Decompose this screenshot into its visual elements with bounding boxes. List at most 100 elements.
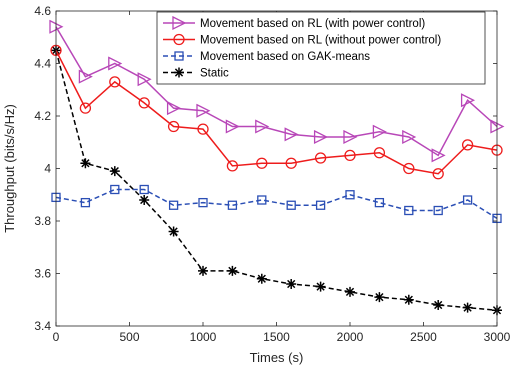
data-point [461,139,474,151]
legend-label: Static [200,68,229,80]
data-point [80,158,91,169]
asterisk-stroke [198,266,208,276]
x-tick-label: 1500 [263,330,290,344]
data-point [343,129,358,145]
data-point [168,226,179,237]
data-point [257,195,267,205]
data-point [139,195,150,205]
series-line [55,50,498,175]
data-point [284,127,299,142]
data-point [285,157,297,169]
asterisk-stroke [287,279,296,289]
legend-label: Movement based on RL (without power cont… [200,35,441,47]
x-tick-label: 3000 [484,330,511,344]
data-point [79,102,92,114]
asterisk-stroke [110,166,119,176]
legend-box [156,11,486,85]
data-point [286,200,296,210]
legend-item: Static [163,67,229,80]
asterisk-stroke [140,195,149,205]
data-point [198,197,208,208]
data-point [166,101,182,116]
data-point [372,124,387,139]
data-point [78,69,93,84]
data-point [227,200,238,210]
asterisk-stroke [228,266,237,276]
data-point [345,286,355,297]
data-point [345,190,355,200]
data-point [403,294,414,305]
data-point [402,129,417,145]
asterisk-stroke [81,159,90,168]
legend-marker [174,51,184,61]
series-line [55,50,498,311]
data-point [313,129,329,145]
asterisk-stroke [257,274,266,283]
legend-marker [174,67,184,78]
x-tick-label: 500 [119,330,139,344]
x-tick-label: 0 [53,330,60,344]
data-point [404,205,414,216]
y-tick-label: 4.6 [34,4,51,18]
x-tick-label: 2500 [410,330,437,344]
data-point [315,200,326,210]
asterisk-stroke [463,303,472,312]
data-point [373,147,386,159]
data-point [286,279,297,289]
series-line [55,188,498,220]
data-point [256,157,268,169]
x-tick-label: 2000 [337,330,364,344]
data-point [462,302,473,313]
legend: Movement based on RL (with power control… [156,11,486,85]
data-point [460,93,476,108]
data-point [433,300,444,310]
legend-marker [173,33,185,46]
asterisk-stroke [375,292,384,302]
data-point [374,292,385,303]
data-point [256,273,267,284]
x-axis-title: Times (s) [250,350,304,365]
y-tick-label: 4 [44,162,51,176]
data-point [139,184,149,195]
data-point [108,56,123,71]
y-axis-title: Throughput (bits/s/Hz) [2,104,17,233]
data-point [110,184,120,195]
data-point [168,200,179,210]
data-point [196,103,211,118]
legend-label: Movement based on RL (with power control… [200,18,425,30]
data-point [226,160,239,172]
data-point [432,168,444,180]
data-point [225,119,240,134]
data-point [109,166,120,177]
asterisk-stroke [345,287,355,297]
data-point [137,72,152,87]
series-line [55,26,498,157]
data-point [197,123,209,135]
data-point [80,197,91,208]
legend-item: Movement based on GAK-means [163,51,370,63]
data-point [433,205,443,216]
asterisk-stroke [404,295,413,304]
data-point [255,119,270,134]
data-point [431,148,446,163]
data-point [167,120,180,133]
legend-item: Movement based on RL (with power control… [163,15,425,31]
y-tick-label: 4.4 [34,57,51,71]
data-point [227,265,238,276]
y-tick-label: 3.8 [34,214,51,228]
x-tick-label: 1000 [190,330,217,344]
legend-label: Movement based on GAK-means [200,51,370,63]
asterisk-stroke [434,300,443,310]
y-tick-label: 3.6 [34,267,51,281]
data-point [198,265,208,276]
series-triangle-right [49,19,505,163]
data-point [314,152,327,164]
legend-item: Movement based on RL (without power cont… [163,33,441,47]
data-point [344,149,356,162]
data-point [109,76,121,88]
y-tick-label: 3.4 [34,319,51,333]
plot-area [49,19,505,316]
data-point [138,97,150,109]
data-point [403,162,415,175]
